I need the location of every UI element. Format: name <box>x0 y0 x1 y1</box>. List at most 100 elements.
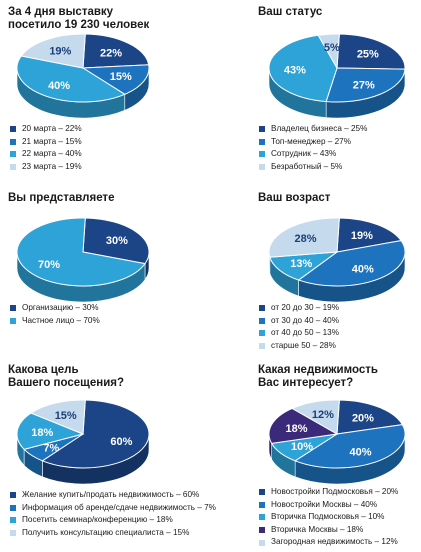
legend-label: старше 50 – 28% <box>271 340 336 350</box>
chart-panel-age: Ваш возраст <box>258 192 418 205</box>
pie-slice-label: 28% <box>294 233 316 245</box>
chart-title: Какова цель Вашего посещения? <box>8 364 124 389</box>
pie-slice-label: 27% <box>353 79 375 91</box>
legend-item: Новостройки Москвы – 40% <box>259 499 398 512</box>
pie-slice-label: 12% <box>312 409 334 421</box>
pie-slice <box>29 399 86 435</box>
pie-slice <box>317 33 340 70</box>
pie-chart-represent: 30% 70% <box>16 217 150 303</box>
legend-swatch <box>259 330 265 337</box>
legend-item: от 40 до 50 – 13% <box>259 327 339 340</box>
legend-label: 21 марта – 15% <box>22 136 82 146</box>
legend-label: Сотрудник – 43% <box>271 149 337 159</box>
pie-chart-purpose: 60% 7% 18%15% <box>16 399 150 485</box>
pie-slice <box>41 399 150 469</box>
legend-item: Вторичка Подмосковья – 10% <box>259 511 398 524</box>
legend-item: Владелец бизнеса – 25% <box>259 123 367 136</box>
legend-item: Желание купить/продать недвижимость – 60… <box>10 489 216 502</box>
legend-label: Организацию – 30% <box>22 303 99 312</box>
pie-chart-visitors: 22% 15% 40% 19% <box>16 33 150 119</box>
legend-swatch <box>10 317 16 324</box>
legend-label: Вторичка Подмосковья – 10% <box>271 512 385 522</box>
chart-title: За 4 дня выставку посетило 19 230 челове… <box>8 6 150 31</box>
pie-slice-label: 60% <box>110 436 132 448</box>
legend-item: Организацию – 30% <box>10 302 100 315</box>
chart-panel-status: Ваш статус <box>258 6 418 19</box>
pie-slice-label: 19% <box>351 230 373 242</box>
pie-slice <box>297 240 406 287</box>
legend-item: Получить консультацию специалиста – 15% <box>10 527 216 540</box>
pie-slice <box>82 33 150 69</box>
legend-item: 22 марта – 40% <box>10 148 82 161</box>
pie-slice-label: 19% <box>49 45 71 57</box>
legend-item: от 20 до 30 – 19% <box>259 302 339 315</box>
chart-panel-purpose: Какова цель Вашего посещения? <box>8 364 208 390</box>
legend-property: Новостройки Подмосковья – 20% Новостройки… <box>259 486 398 549</box>
legend-swatch <box>259 514 265 521</box>
legend-age: от 20 до 30 – 19% от 30 до 40 – 40% от 40 … <box>259 302 339 352</box>
legend-item: Посетить семинар/конференцию – 18% <box>10 514 216 527</box>
pie-slice-label: 10% <box>291 441 313 453</box>
pie-slice <box>294 424 406 469</box>
legend-item: от 30 до 40 – 40% <box>259 315 339 328</box>
pie-slice <box>268 407 339 444</box>
pie-slice <box>291 399 340 435</box>
legend-swatch <box>10 151 16 158</box>
pie-slice <box>82 217 150 265</box>
legend-swatch <box>10 492 16 499</box>
legend-label: Новостройки Подмосковья – 20% <box>271 487 399 496</box>
pie-slice <box>269 251 339 281</box>
legend-visitors: 20 марта – 22% 21 марта – 15% 22 марта – 4… <box>10 123 82 173</box>
legend-swatch <box>259 138 265 145</box>
legend-label: Получить консультацию специалиста – 15% <box>22 527 190 537</box>
legend-swatch <box>259 527 265 534</box>
legend-purpose: Желание купить/продать недвижимость – 60… <box>10 489 216 539</box>
chart-panel-visitors: За 4 дня выставку посетило 19 230 челове… <box>8 6 208 32</box>
legend-swatch <box>10 164 16 171</box>
legend-label: 20 марта – 22% <box>22 124 82 133</box>
legend-swatch <box>259 126 265 133</box>
pie-slice <box>16 55 126 103</box>
legend-swatch <box>259 343 265 350</box>
chart-title: Ваш статус <box>258 6 323 18</box>
chart-title: Вы представляете <box>8 192 115 204</box>
legend-label: от 30 до 40 – 40% <box>271 315 339 325</box>
legend-swatch <box>10 530 16 537</box>
legend-label: Безработный – 5% <box>271 161 343 171</box>
pie-slice <box>268 34 338 103</box>
legend-label: Новостройки Москвы – 40% <box>271 499 378 509</box>
pie-slice-label: 15% <box>55 410 77 422</box>
legend-swatch <box>259 151 265 158</box>
legend-label: 22 марта – 40% <box>22 149 82 159</box>
pie-slice <box>81 64 150 95</box>
pie-slice <box>20 33 86 69</box>
legend-swatch <box>10 517 16 524</box>
pie-slice <box>336 33 406 70</box>
legend-label: 23 марта – 19% <box>22 161 82 171</box>
pie-slice-label: 7% <box>43 442 59 454</box>
legend-item: Топ-менеджер – 27% <box>259 136 367 149</box>
legend-represent: Организацию – 30% Частное лицо – 70% <box>10 302 100 327</box>
pie-chart-status: 25% 27% 43% 5% <box>268 33 406 119</box>
legend-swatch <box>10 126 16 133</box>
legend-label: Вторичка Москвы – 18% <box>271 524 364 534</box>
pie-slice <box>336 217 402 253</box>
legend-swatch <box>10 504 16 511</box>
chart-panel-property: Какая недвижимость Вас интересует? <box>258 364 418 390</box>
legend-swatch <box>259 317 265 324</box>
pie-slice-label: 15% <box>110 71 132 83</box>
pie-slice-label: 22% <box>100 48 122 60</box>
pie-slice <box>325 67 406 103</box>
legend-item: 20 марта – 22% <box>10 123 82 136</box>
legend-label: Информация об аренде/сдаче недвижимость … <box>22 502 216 512</box>
pie-slice-label: 18% <box>286 423 308 435</box>
legend-item: Информация об аренде/сдаче недвижимость … <box>10 502 216 515</box>
legend-swatch <box>259 164 265 171</box>
pie-slice-label: 40% <box>352 264 374 276</box>
legend-item: старше 50 – 28% <box>259 340 339 353</box>
pie-slice <box>268 217 340 258</box>
legend-label: от 40 до 50 – 13% <box>271 328 339 338</box>
pie-slice-label: 25% <box>357 49 379 61</box>
pie-slice-label: 70% <box>38 259 60 271</box>
legend-swatch <box>259 305 265 312</box>
